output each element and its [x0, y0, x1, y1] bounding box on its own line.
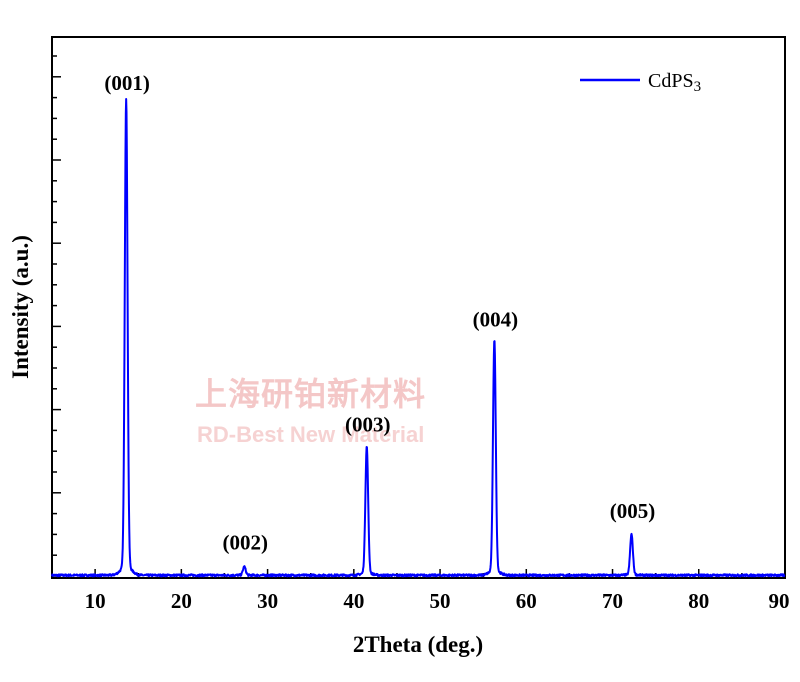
x-tick-label: 30 — [257, 589, 278, 613]
peak-label: (004) — [473, 307, 519, 331]
peak-labels: (001) (002) (003) (004) (005) — [104, 71, 655, 555]
legend: CdPS3 — [580, 70, 701, 95]
peak-label: (002) — [223, 531, 269, 555]
legend-label-subscript: 3 — [694, 79, 702, 95]
x-tick-label: 50 — [430, 589, 451, 613]
peak-label: (005) — [610, 499, 656, 523]
legend-label-main: CdPS — [648, 70, 694, 92]
x-tick-label: 70 — [602, 589, 623, 613]
peak-label: (001) — [104, 71, 150, 95]
watermark-chinese: 上海研铂新材料 — [195, 375, 426, 413]
x-tick-label: 10 — [85, 589, 106, 613]
plot-frame — [51, 36, 786, 579]
x-axis-tick-labels: 10 20 30 40 50 60 70 80 90 — [85, 589, 790, 613]
x-tick-label: 80 — [688, 589, 709, 613]
x-tick-label: 40 — [343, 589, 364, 613]
watermark-english: RD-Best New Material — [197, 422, 424, 447]
x-tick-label: 60 — [516, 589, 537, 613]
y-axis-title: Intensity (a.u.) — [8, 235, 33, 379]
x-tick-label: 20 — [171, 589, 192, 613]
x-axis-title: 2Theta (deg.) — [353, 632, 483, 657]
series-line-cdps3 — [51, 97, 786, 578]
x-tick-label: 90 — [769, 589, 790, 613]
peak-label: (003) — [345, 413, 391, 437]
y-axis-ticks — [52, 55, 61, 577]
legend-label-cdps3: CdPS3 — [648, 70, 701, 95]
